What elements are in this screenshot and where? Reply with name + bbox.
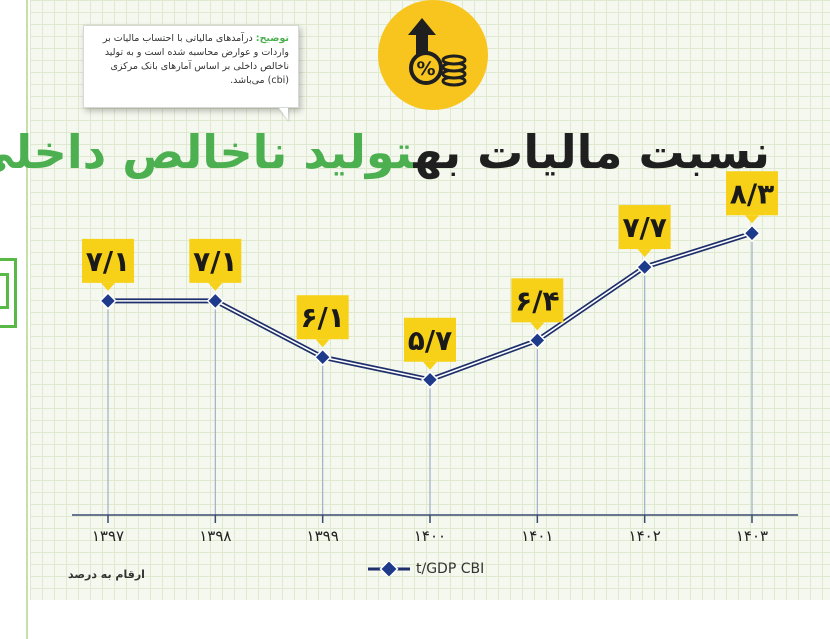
value-label: ۷/۷ [618,205,671,258]
data-point-marker [313,348,332,367]
legend: t/GDP CBI [368,558,484,580]
data-point-marker [635,258,654,276]
value-label-box [82,238,134,283]
x-tick-labels-layer: ۱۳۹۷ ۱۳۹۸ ۱۳۹۹ ۱۴۰۰ ۱۴۰۱ ۱۴۰۲ ۱۴۰۳ [92,515,768,545]
drop-lines [107,233,753,515]
value-label-box [296,295,349,340]
coin-stack-icon [441,54,467,87]
legend-line-marker [368,562,410,576]
value-labels-layer: ۷/۱ ۷/۱ ۶/۱ ۵/۷ ۶/۴ ۷/۷ ۸/۳ [82,171,778,370]
x-tick-label: ۱۴۰۲ [629,527,661,545]
value-label-text: ۷/۷ [622,211,666,244]
percent-icon: % [409,51,443,85]
data-point-marker [421,370,439,389]
legend-series-name: t/GDP CBI [416,561,485,577]
data-point-marker [743,224,761,243]
value-label-box [511,278,564,323]
value-label-pointer [637,249,652,258]
value-label-text: ۷/۱ [86,245,130,278]
svg-text:%: % [416,58,435,80]
value-label: ۶/۴ [511,278,564,331]
arrow-up-icon [408,18,436,55]
x-tick-label: ۱۴۰۳ [736,527,768,545]
value-label-pointer [530,322,545,331]
value-label-pointer [208,282,223,291]
title-part1: نسبت مالیات به [413,125,770,179]
value-label-text: ۸/۳ [730,177,774,210]
x-tick-label: ۱۳۹۷ [92,527,124,545]
value-label-pointer [745,215,759,224]
left-decorative-pattern [0,258,17,328]
value-label: ۵/۷ [404,317,456,370]
value-label-text: ۶/۱ [300,301,344,334]
note-text: درآمدهای مالیاتی با احتساب مالیات بر وار… [102,33,289,86]
value-label: ۷/۱ [82,238,134,291]
explanation-note: توضیح: درآمدهای مالیاتی با احتساب مالیات… [83,25,299,108]
value-label: ۶/۱ [296,295,349,348]
value-label-box [189,238,242,283]
value-label-text: ۷/۱ [193,245,237,278]
data-point-marker [206,292,225,310]
x-tick-label: ۱۳۹۸ [199,527,231,545]
value-label-box [726,171,778,216]
value-label-box [618,205,671,250]
units-note: ارقام به درصد [68,568,145,581]
left-border-strip [0,0,30,639]
value-label-box [404,317,456,362]
x-tick-label: ۱۴۰۰ [414,527,446,545]
value-label-text: ۵/۷ [408,324,452,357]
tax-badge: % [378,0,488,110]
value-label-pointer [423,361,437,370]
value-label-pointer [315,339,330,348]
x-tick-label: ۱۴۰۱ [521,527,553,545]
title-part2: تولید ناخالص داخلی [0,125,414,179]
chart-title: نسبت مالیات بهتولید ناخالص داخلی [0,112,770,192]
value-label: ۷/۱ [189,238,242,291]
data-point-marker [528,331,547,350]
series-layer [99,224,761,389]
value-label: ۸/۳ [726,171,778,224]
note-label: توضیح: [255,33,289,44]
left-border-line [26,0,28,639]
x-tick-label: ۱۳۹۹ [307,527,339,545]
value-label-text: ۶/۴ [515,284,559,317]
data-point-marker [99,292,117,310]
value-label-pointer [101,282,115,291]
